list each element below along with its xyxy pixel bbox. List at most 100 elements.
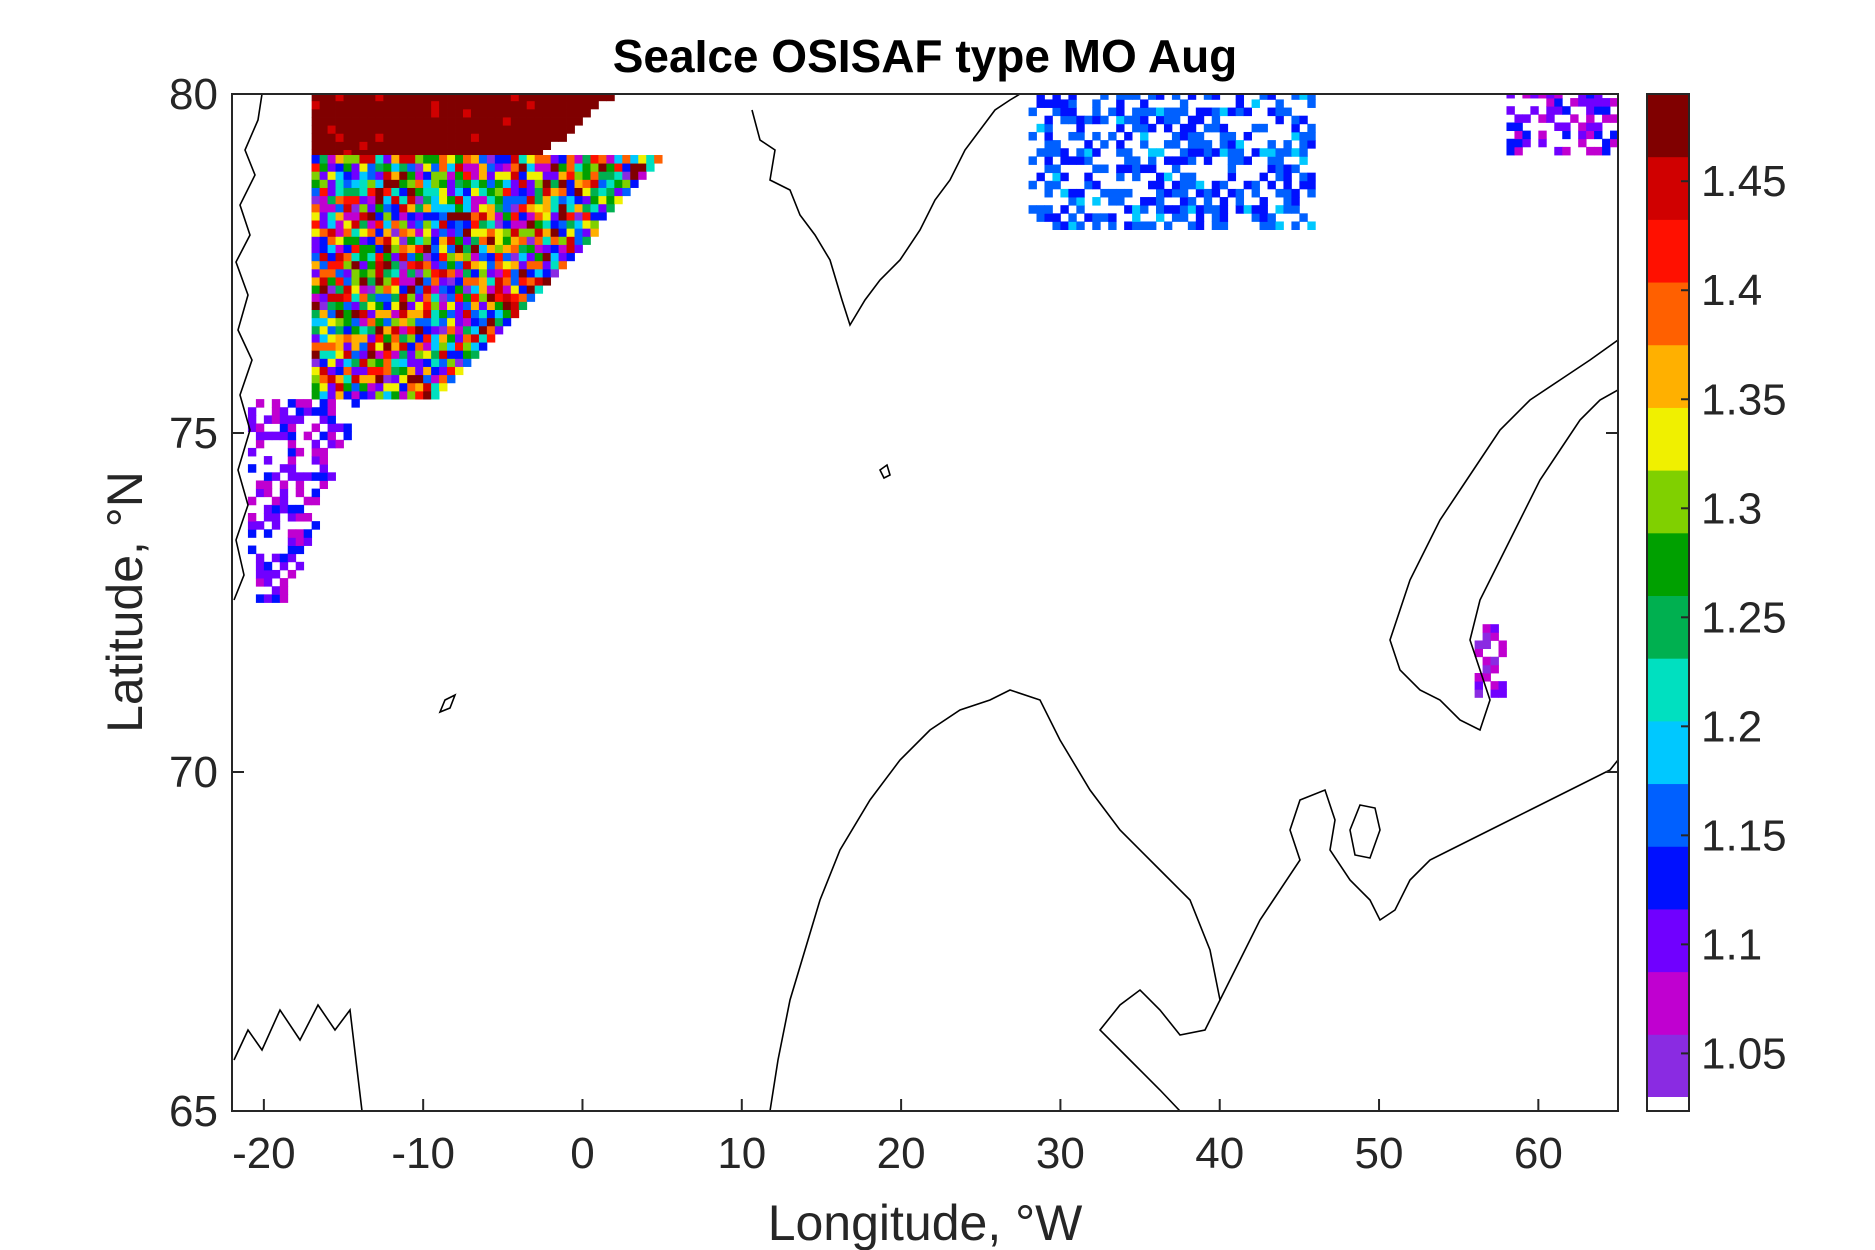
ice-cell	[1076, 123, 1085, 133]
ice-cell	[1203, 156, 1213, 165]
ice-cell	[311, 260, 321, 270]
ice-cell	[478, 195, 488, 205]
ice-cell	[1586, 106, 1595, 115]
sea-ice-layer	[247, 94, 1618, 698]
ice-cell	[383, 260, 392, 270]
ice-cell	[494, 260, 504, 270]
ice-cell	[423, 382, 432, 392]
ice-cell	[375, 211, 384, 221]
ice-cell	[1052, 213, 1061, 222]
ice-cell	[447, 252, 456, 262]
ice-cell	[1187, 131, 1197, 141]
ice-cell	[1506, 146, 1515, 156]
ice-cell	[343, 125, 352, 134]
ice-cell	[1163, 205, 1173, 214]
ice-cell	[375, 228, 384, 237]
ice-cell	[526, 133, 536, 142]
ice-cell	[502, 133, 512, 142]
ice-cell	[343, 431, 352, 441]
ice-cell	[439, 100, 448, 110]
ice-cell	[407, 382, 416, 392]
ice-cell	[439, 117, 448, 126]
ice-cell	[327, 187, 336, 197]
ice-cell	[287, 447, 297, 457]
chart-title: SeaIce OSISAF type MO Aug	[613, 30, 1238, 82]
ice-cell	[455, 268, 464, 278]
ice-cell	[335, 163, 344, 172]
ice-cell	[1156, 148, 1165, 157]
ice-cell	[455, 228, 464, 237]
ice-cell	[343, 293, 352, 302]
colorbar-segment	[1647, 470, 1689, 534]
ice-cell	[486, 325, 496, 335]
ice-cell	[470, 228, 480, 237]
ice-cell	[574, 244, 583, 254]
ice-cell	[1036, 99, 1045, 108]
ice-cell	[327, 334, 336, 343]
ice-cell	[526, 236, 536, 245]
ice-cell	[566, 163, 575, 172]
ice-cell	[1490, 632, 1499, 641]
ice-cell	[319, 431, 328, 441]
ice-cell	[1474, 689, 1483, 698]
ice-cell	[606, 155, 615, 164]
ice-cell	[1251, 180, 1260, 190]
ice-cell	[383, 374, 392, 384]
ice-cell	[463, 285, 472, 294]
ice-cell	[431, 277, 440, 286]
ice-cell	[1259, 205, 1268, 214]
ice-cell	[526, 179, 536, 188]
ice-cell	[598, 187, 607, 197]
ice-cell	[1602, 98, 1611, 107]
ice-cell	[1275, 99, 1284, 108]
ice-cell	[1052, 164, 1061, 174]
svalbard-coastline	[751, 94, 1021, 327]
ice-cell	[327, 244, 336, 254]
ice-cell	[319, 163, 328, 172]
ice-cell	[319, 228, 328, 237]
ice-cell	[518, 171, 528, 180]
ice-cell	[455, 334, 464, 343]
ice-cell	[1291, 123, 1300, 133]
ice-cell	[574, 171, 583, 180]
colorbar-min-segment	[1647, 1097, 1689, 1111]
ice-cell	[271, 415, 281, 424]
ice-cell	[486, 252, 496, 262]
ice-cell	[383, 195, 392, 205]
ice-cell	[447, 236, 456, 245]
ice-cell	[431, 94, 440, 102]
ice-cell	[367, 277, 376, 286]
ice-cell	[558, 195, 567, 205]
ice-cell	[343, 195, 352, 205]
ice-cell	[343, 179, 352, 188]
ice-cell	[478, 203, 488, 213]
ice-cell	[391, 155, 400, 164]
ice-cell	[1076, 197, 1085, 206]
ice-cell	[359, 390, 368, 400]
x-tick-label: -10	[391, 1129, 455, 1178]
ice-cell	[455, 301, 464, 311]
ice-cell	[1219, 131, 1229, 141]
ice-cell	[399, 220, 408, 229]
ice-cell	[622, 171, 631, 180]
ice-cell	[447, 277, 456, 286]
ice-cell	[407, 350, 416, 359]
ice-cell	[494, 317, 504, 327]
ice-cell	[1084, 148, 1093, 157]
ice-cell	[1195, 131, 1205, 141]
ice-cell	[351, 94, 360, 102]
ice-cell	[407, 260, 416, 270]
ice-cell	[431, 133, 440, 142]
ice-cell	[1179, 156, 1189, 165]
ice-cell	[247, 529, 257, 538]
ice-cell	[367, 203, 376, 213]
ice-cell	[335, 236, 344, 245]
ice-cell	[598, 203, 607, 213]
ice-cell	[327, 415, 336, 424]
ice-cell	[534, 108, 544, 118]
ice-cell	[327, 203, 336, 213]
ice-cell	[455, 220, 464, 229]
ice-cell	[335, 317, 344, 327]
ice-cell	[486, 108, 496, 118]
